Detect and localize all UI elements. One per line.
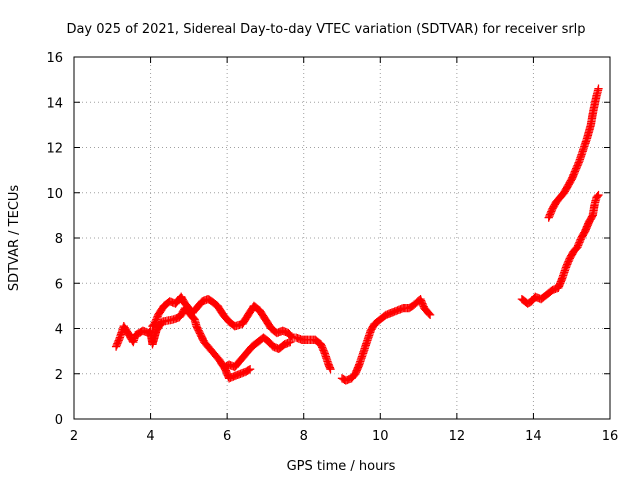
data-point [574, 158, 583, 167]
data-point [574, 239, 583, 249]
grid [74, 57, 610, 419]
y-tick-label: 10 [46, 187, 63, 202]
y-tick-label: 6 [55, 277, 63, 292]
series-track-d [337, 294, 435, 385]
x-tick-label: 12 [449, 429, 466, 444]
data-point [545, 210, 555, 219]
x-tick-label: 10 [372, 429, 389, 444]
data-point [316, 340, 326, 349]
y-tick-label: 12 [46, 142, 63, 157]
data-point [111, 342, 121, 351]
data-marks [111, 84, 603, 385]
data-point [353, 365, 362, 374]
data-point [593, 191, 602, 201]
series-track-a [111, 303, 255, 383]
series-track-e [517, 190, 603, 308]
x-tick-label: 14 [525, 429, 542, 444]
chart-title: Day 025 of 2021, Sidereal Day-to-day VTE… [66, 22, 585, 37]
x-axis-label: GPS time / hours [287, 459, 396, 474]
x-tick-label: 2 [70, 429, 78, 444]
x-tick-label: 6 [223, 429, 231, 444]
data-point [245, 365, 255, 374]
data-point [571, 165, 580, 175]
y-tick-label: 14 [46, 96, 63, 111]
data-point [318, 343, 327, 352]
series-track-f [544, 84, 603, 222]
series-track-c [221, 333, 295, 372]
y-tick-label: 0 [55, 413, 63, 428]
data-point [572, 162, 581, 172]
x-tick-label: 8 [300, 429, 308, 444]
data-point [594, 84, 603, 93]
plot-frame [73, 56, 611, 420]
data-point [582, 222, 592, 231]
data-point [113, 337, 123, 347]
data-point [286, 337, 295, 347]
data-point [424, 309, 434, 318]
data-point [569, 170, 578, 179]
y-tick-label: 4 [55, 323, 63, 338]
data-point [325, 362, 334, 371]
data-point [418, 300, 428, 310]
data-point [326, 365, 335, 374]
x-tick-label: 16 [602, 429, 619, 444]
y-tick-label: 2 [55, 368, 63, 383]
data-point [425, 310, 435, 320]
data-point [244, 365, 253, 375]
data-point [563, 260, 572, 269]
data-point [554, 283, 563, 292]
data-point [544, 213, 553, 222]
data-point [319, 347, 329, 357]
data-point [556, 279, 565, 288]
data-point [222, 369, 232, 378]
data-point [564, 257, 573, 266]
y-tick-label: 8 [55, 232, 63, 247]
y-axis-label: SDTVAR / TECUs [7, 185, 22, 292]
data-point [580, 227, 590, 236]
data-point [567, 175, 576, 184]
data-point [594, 190, 603, 200]
series-track-b [148, 292, 335, 374]
data-point [150, 318, 160, 327]
x-tick-label: 4 [146, 429, 154, 444]
data-point [351, 368, 361, 377]
y-tick-label: 16 [46, 51, 63, 66]
data-point [416, 296, 426, 305]
data-point [152, 315, 161, 324]
